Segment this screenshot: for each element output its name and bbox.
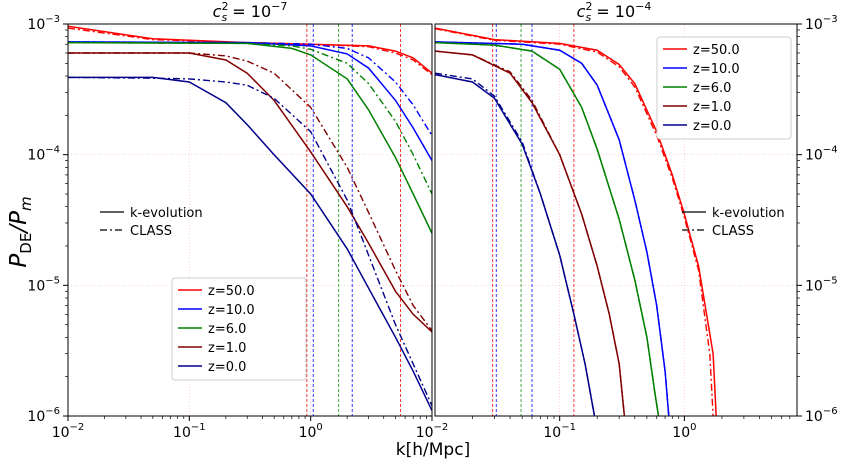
series-z=1.0-kevolution-line [68, 52, 432, 333]
panel-left-cs2-1e-7: c2 s = 10−7 10−2 10−1 100 10−210−610−510−410… [27, 0, 448, 441]
series-z=50.0-kevolution-line [68, 25, 432, 74]
y-tick-label: 10−4 [805, 145, 838, 164]
legend-kevolution-label: k-evolution [130, 206, 203, 221]
series-group [68, 25, 432, 411]
legend-box [171, 277, 307, 381]
y-tick-label: 10−3 [805, 14, 838, 33]
series-z=0.0-kevolution-line [435, 73, 596, 416]
legend-kevolution-label: k-evolution [712, 206, 785, 221]
series-z=6.0-class-line [68, 41, 432, 195]
series-z=6.0-class-line [435, 41, 660, 416]
series-z=50.0-class-line [435, 28, 714, 416]
series-z=1.0-kevolution-line [435, 50, 626, 416]
y-tick-label: 10−5 [805, 275, 838, 294]
plot-frame [67, 23, 433, 417]
legend-entry-label: z=0.0 [693, 119, 731, 134]
plot-area-right: 10−1 100 10−6 10−5 10−4 10−3 [434, 14, 838, 441]
x-tick-label: 100 [672, 422, 696, 441]
series-z=1.0-class-line [435, 50, 626, 416]
legend-left-linestyle: k-evolution CLASS [100, 206, 203, 239]
series-group [435, 27, 717, 416]
panel-right-title: c2 s = 10−4 [577, 0, 652, 24]
minor-ticks [65, 29, 427, 419]
y-axis-label: PDE/Pm [6, 196, 35, 267]
series-z=0.0-class-line [68, 76, 432, 406]
x-tick-label: 10−2 [52, 422, 85, 441]
series-z=6.0-kevolution-line [435, 41, 660, 416]
legend-left-redshift: z=50.0 z=10.0 z=6.0 z=1.0 z=0.0 [171, 277, 307, 381]
vertical-markers [306, 24, 401, 416]
series-z=10.0-kevolution-line [435, 41, 670, 416]
legend-box [656, 36, 792, 140]
y-tick-label: 10−6 [805, 406, 838, 425]
series-z=6.0-kevolution-line [68, 41, 432, 234]
y-tick-label: 10−6 [27, 406, 60, 425]
legend-entry-label: z=10.0 [208, 303, 255, 318]
legend-class-label: CLASS [712, 224, 754, 239]
plot-area-left: 10−2 10−1 100 10−210−610−510−410−3 [27, 14, 448, 441]
x-axis-label: k[h/Mpc] [396, 440, 470, 460]
x-tick-label: 10−2 [416, 422, 449, 441]
series-z=0.0-class-line [435, 72, 596, 416]
y-tick-label: 10−5 [27, 275, 60, 294]
legend-entry-label: z=50.0 [693, 43, 740, 58]
panel-left-title: c2 s = 10−7 [213, 0, 288, 24]
legend-right-redshift: z=50.0 z=10.0 z=6.0 z=1.0 z=0.0 [656, 36, 792, 140]
series-z=1.0-class-line [68, 52, 432, 332]
x-tick-label: 100 [299, 422, 323, 441]
series-z=10.0-class-line [68, 41, 432, 136]
legend-entry-label: z=50.0 [208, 284, 255, 299]
series-z=50.0-kevolution-line [435, 27, 717, 416]
legend-entry-label: z=1.0 [208, 341, 246, 356]
legend-entry-label: z=6.0 [693, 81, 731, 96]
legend-entry-label: z=10.0 [693, 62, 740, 77]
legend-entry-label: z=1.0 [693, 100, 731, 115]
x-tick-label: 10−1 [543, 422, 576, 441]
panel-right-cs2-1e-4: c2 s = 10−4 10−1 100 10−6 10−5 10−4 10−3 k-evo… [434, 0, 838, 441]
series-z=10.0-kevolution-line [68, 41, 432, 161]
series-z=0.0-kevolution-line [68, 76, 432, 411]
legend-entry-label: z=6.0 [208, 322, 246, 337]
y-tick-label: 10−4 [27, 145, 60, 164]
legend-right-linestyle: k-evolution CLASS [682, 206, 785, 239]
legend-entry-label: z=0.0 [208, 360, 246, 375]
vertical-markers [492, 24, 575, 416]
y-tick-label: 10−3 [27, 14, 60, 33]
plot-frame [434, 23, 798, 417]
x-tick-label: 10−1 [173, 422, 206, 441]
minor-ticks [472, 29, 800, 419]
legend-class-label: CLASS [130, 224, 172, 239]
